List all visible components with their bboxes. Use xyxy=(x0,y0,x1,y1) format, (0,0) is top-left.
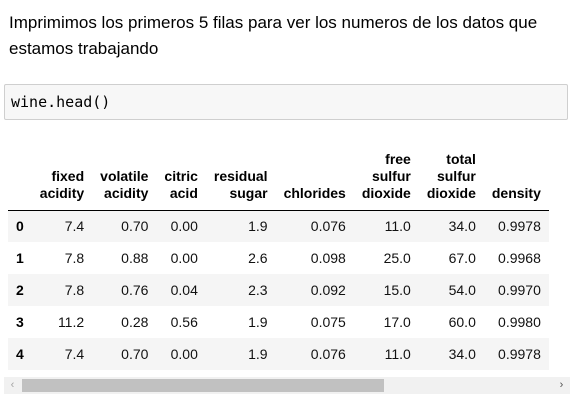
table-cell: 0.00 xyxy=(170,346,198,362)
table-cell: 0.098 xyxy=(310,250,346,266)
column-header-line: density xyxy=(491,184,541,201)
column-header-line: acid xyxy=(169,184,198,201)
table-cell: 7.8 xyxy=(64,282,85,298)
table-cell: 0.092 xyxy=(310,282,346,298)
table-cell: 11.0 xyxy=(384,346,411,362)
index-header xyxy=(8,146,32,210)
table-cell: 11.0 xyxy=(384,218,411,235)
table-cell: 0.9978 xyxy=(498,218,541,235)
table-row: 1 7.8 0.88 0.00 2.6 0.098 25.0 67.0 0.9968 xyxy=(8,242,549,274)
code-cell[interactable]: wine.head() xyxy=(4,84,568,120)
column-header: total sulfur dioxide xyxy=(419,146,484,210)
dataframe-output: fixed acidity volatile acidity citric acid res… xyxy=(8,146,572,372)
row-index: 3 xyxy=(16,314,24,330)
table-cell: 1.9 xyxy=(248,314,268,330)
column-header: citric acid xyxy=(156,146,205,210)
table-cell: 7.8 xyxy=(64,250,85,266)
table-cell: 7.4 xyxy=(64,346,85,362)
table-cell: 0.76 xyxy=(121,282,149,298)
table-cell: 11.2 xyxy=(57,314,85,330)
column-header-line: sulfur xyxy=(436,167,476,184)
row-index: 2 xyxy=(16,282,24,298)
table-row: 4 7.4 0.70 0.00 1.9 0.076 11.0 34.0 0.9978 xyxy=(8,338,549,370)
chevron-left-icon[interactable]: ‹ xyxy=(10,379,15,391)
table-cell: 54.0 xyxy=(448,282,476,298)
table-cell: 67.0 xyxy=(448,250,476,266)
column-header-line: dioxide xyxy=(361,184,411,201)
column-header: fixed acidity xyxy=(32,146,92,210)
column-header-line: sulfur xyxy=(371,167,411,184)
chevron-right-icon[interactable]: › xyxy=(559,379,564,391)
column-header-line: free xyxy=(385,150,411,167)
dataframe-table: fixed acidity volatile acidity citric acid res… xyxy=(8,146,549,370)
table-cell: 60.0 xyxy=(448,314,476,330)
column-header-line: sugar xyxy=(229,184,268,201)
table-cell: 34.0 xyxy=(448,218,476,235)
column-header-line: acidity xyxy=(39,184,85,201)
table-cell: 0.9968 xyxy=(498,250,541,266)
column-header: volatile acidity xyxy=(92,146,156,210)
code-input[interactable]: wine.head() xyxy=(11,93,111,111)
scroll-thumb[interactable] xyxy=(22,379,384,392)
table-cell: 0.9970 xyxy=(498,282,541,298)
table-cell: 2.3 xyxy=(248,282,268,298)
table-cell: 34.0 xyxy=(448,346,476,362)
table-row: 0 7.4 0.70 0.00 1.9 0.076 11.0 34.0 0.9978 xyxy=(8,210,549,242)
column-header: chlorides xyxy=(276,146,354,210)
column-header: free sulfur dioxide xyxy=(354,146,419,210)
table-cell: 25.0 xyxy=(383,250,411,266)
table-cell: 2.6 xyxy=(248,250,268,266)
table-cell: 17.0 xyxy=(383,314,411,330)
column-header-line: chlorides xyxy=(283,184,346,201)
horizontal-scrollbar[interactable]: ‹ › xyxy=(4,377,570,394)
table-body: 0 7.4 0.70 0.00 1.9 0.076 11.0 34.0 0.9978 1 7.8 0.… xyxy=(8,210,549,370)
row-index: 0 xyxy=(16,218,24,235)
row-index: 4 xyxy=(16,346,24,362)
column-header-line: total xyxy=(446,150,476,167)
table-cell: 0.56 xyxy=(170,314,198,330)
table-cell: 0.00 xyxy=(170,250,198,266)
column-header-line: volatile xyxy=(100,167,149,184)
table-cell: 1.9 xyxy=(248,218,268,235)
markdown-text: Imprimimos los primeros 5 filas para ver… xyxy=(9,13,538,58)
table-cell: 0.076 xyxy=(310,346,346,362)
table-cell: 0.70 xyxy=(121,346,149,362)
column-header-line: citric xyxy=(164,167,198,184)
column-header-line: acidity xyxy=(104,184,149,201)
column-header-line: dioxide xyxy=(426,184,476,201)
table-cell: 0.70 xyxy=(121,218,149,235)
table-cell: 15.0 xyxy=(383,282,411,298)
table-cell: 1.9 xyxy=(248,346,268,362)
column-header: residual sugar xyxy=(206,146,276,210)
table-row: 3 11.2 0.28 0.56 1.9 0.075 17.0 60.0 0.9980 xyxy=(8,306,549,338)
header-row: fixed acidity volatile acidity citric acid res… xyxy=(8,146,549,210)
table-cell: 7.4 xyxy=(64,218,85,235)
row-index: 1 xyxy=(16,250,24,266)
table-cell: 0.04 xyxy=(170,282,198,298)
table-cell: 0.9980 xyxy=(498,314,541,330)
table-cell: 0.28 xyxy=(121,314,149,330)
table-row: 2 7.8 0.76 0.04 2.3 0.092 15.0 54.0 0.9970 xyxy=(8,274,549,306)
table-cell: 0.00 xyxy=(170,218,198,235)
table-cell: 0.88 xyxy=(121,250,149,266)
table-cell: 0.076 xyxy=(310,218,346,235)
column-header-line: fixed xyxy=(51,167,85,184)
column-header-line: residual xyxy=(213,167,268,184)
column-header: density xyxy=(484,146,549,210)
table-cell: 0.075 xyxy=(310,314,346,330)
table-cell: 0.9978 xyxy=(498,346,541,362)
